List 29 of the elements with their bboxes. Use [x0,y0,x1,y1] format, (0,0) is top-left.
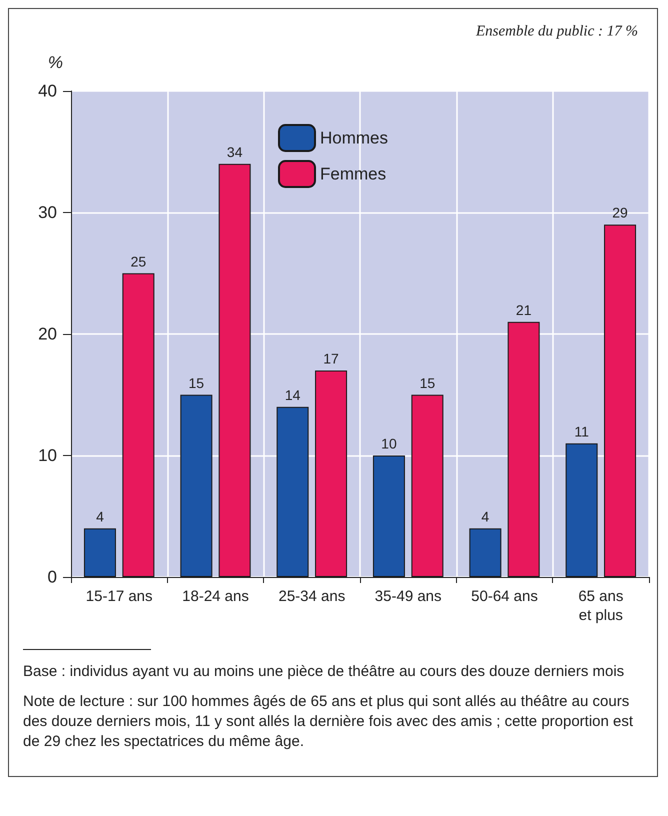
data-label: 15 [420,374,436,391]
text: Base : individus ayant vu au moins une pièce de théâtre au cours des douze derniers mois [23,662,626,682]
y-tick-label: 0 [48,568,57,586]
data-label: 4 [481,508,490,524]
y-tick-label: 40 [38,82,57,100]
data-label: 4 [96,508,104,524]
legend-label: Hommes [320,128,388,148]
y-tick-label: 30 [38,203,57,222]
chart-title: Ensemble du public : 17 % [474,24,638,40]
x-tick-label: 15-17 ans [86,588,153,605]
x-tick-label: 18-24 ans [182,588,249,605]
data-label: 34 [226,144,243,160]
y-tick-label: 20 [38,324,57,344]
data-label: 11 [574,423,590,440]
x-tick-label: 50-64 ans [471,588,538,605]
text: Note de lecture : sur 100 hommes âgés de 65 ans et plus qui sont allés au théâtre au cours des douze derniers mois, 11 y sont allés la dernière fois avec des amis ; cette proportion est de 29 chez les spectatrices du même âge. [23,692,634,752]
data-label: 29 [612,204,628,221]
data-label: 25 [130,253,146,270]
x-tick-label: 65 ans et plus [578,588,624,624]
data-label: 21 [516,302,532,318]
data-label: 17 [323,350,340,366]
y-axis-title: % [48,53,63,72]
y-tick-label: 10 [38,446,57,465]
data-label: 15 [188,374,204,391]
legend-label: Femmes [320,164,386,184]
data-label: 14 [284,386,301,403]
x-tick-label: 35-49 ans [374,588,442,605]
data-label: 10 [381,436,397,452]
x-tick-label: 25-34 ans [278,588,346,605]
